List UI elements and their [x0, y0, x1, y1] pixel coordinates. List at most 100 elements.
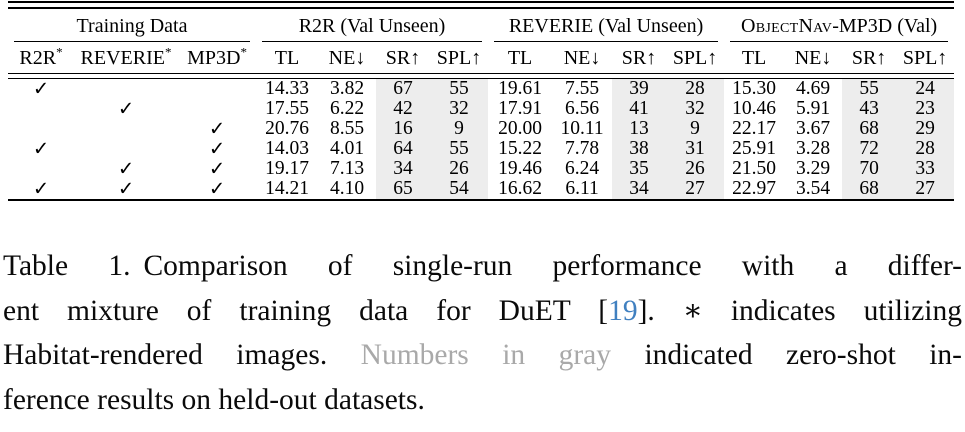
metric-value: 65 — [376, 179, 431, 200]
metric-value: 19.17 — [265, 159, 309, 179]
col-header-metric: NE↓ — [784, 42, 843, 74]
header-double-rule — [8, 73, 955, 79]
metric-value: 41 — [612, 99, 667, 119]
empty-cell-r2r — [8, 99, 74, 119]
metric-value: 17.55 — [265, 99, 309, 119]
metric-value: 16.62 — [498, 179, 542, 199]
checkmark-icon-mp3d: ✓ — [208, 179, 226, 200]
metric-value: 3.82 — [329, 78, 365, 99]
metric-value: 68 — [842, 119, 897, 139]
header-double-rule-line — [8, 73, 955, 79]
metric-value: 15.30 — [732, 78, 776, 99]
table-body: ✓ 14.33 3.82 67 55 19.61 7.55 39 28 15.30 4.69 55 24… — [8, 73, 955, 200]
group-header-objectnav: ObjectNav-MP3D (Val) — [724, 9, 954, 42]
table-row: ✓ ✓ 19.17 7.13 34 26 19.46 6.24 35 26 21.50 3.29 70 3… — [8, 159, 955, 179]
table-row: ✓ 20.76 8.55 16 9 20.00 10.11 13 9 22.17 3.67 68 29 — [8, 119, 955, 139]
metric-value: 20.00 — [498, 119, 542, 139]
metric-value: 6.56 — [564, 99, 600, 119]
col-header-metric: NE↓ — [552, 42, 613, 74]
metric-value: 6.11 — [565, 179, 599, 199]
metric-value: 15.22 — [498, 139, 542, 159]
results-table: Training Data R2R (Val Unseen) REVERIE (… — [8, 9, 955, 201]
metric-value: 24 — [896, 78, 955, 99]
metric-value: 34 — [376, 159, 431, 179]
metric-value: 20.76 — [265, 119, 309, 139]
metric-value: 21.50 — [732, 159, 776, 179]
results-table-container: Training Data R2R (Val Unseen) REVERIE (… — [8, 1, 955, 201]
metric-value: 28 — [896, 139, 955, 159]
metric-value: 10.46 — [732, 99, 776, 119]
metric-value: 55 — [430, 139, 489, 159]
metric-value: 14.33 — [265, 78, 309, 99]
empty-cell-mp3d — [178, 99, 256, 119]
caption-text: ference results on held-out datasets. — [3, 383, 425, 416]
caption-text: ent mixture of training data for DuET [ — [3, 294, 609, 327]
caption-text: indicated zero-shot in- — [611, 339, 962, 371]
group-header-training-data: Training Data — [8, 9, 256, 42]
col-header-metric: TL — [488, 42, 553, 74]
metric-value: 6.24 — [564, 159, 600, 179]
empty-cell-mp3d — [178, 79, 256, 100]
metric-value: 39 — [612, 78, 667, 99]
metric-value: 43 — [842, 99, 897, 119]
metric-value: 26 — [666, 159, 725, 179]
col-header-metric: TL — [724, 42, 785, 74]
caption-line: Table 1. Comparison of single-run perform… — [3, 244, 962, 289]
metric-value: 25.91 — [732, 139, 776, 159]
metric-value: 3.28 — [796, 139, 831, 159]
table-row: ✓ ✓ 14.03 4.01 64 55 15.22 7.78 38 31 25.91 3.28 72 2… — [8, 139, 955, 159]
col-header-metric: SPL↑ — [666, 42, 725, 74]
col-header-metric: SR↑ — [612, 42, 667, 74]
checkmark-icon-mp3d: ✓ — [208, 119, 226, 139]
group-label: REVERIE (Val Unseen) — [508, 15, 704, 37]
metric-value: 3.54 — [796, 179, 831, 199]
empty-cell-reverie — [74, 139, 178, 159]
checkmark-icon-mp3d: ✓ — [208, 139, 226, 159]
empty-cell-reverie — [74, 119, 178, 139]
col-header-metric: SPL↑ — [896, 42, 955, 74]
caption-table-label: Table 1. — [3, 250, 131, 282]
metric-value: 19.61 — [498, 78, 542, 99]
col-header-metric: SR↑ — [376, 42, 431, 74]
empty-cell-r2r — [8, 119, 74, 139]
metric-value: 32 — [666, 99, 725, 119]
metric-value: 22.97 — [732, 179, 776, 199]
citation-link[interactable]: 19 — [608, 294, 638, 327]
metric-value: 27 — [666, 179, 725, 200]
checkmark-icon-mp3d: ✓ — [208, 159, 226, 179]
checkmark-icon-reverie: ✓ — [117, 99, 135, 119]
table-row: ✓ 17.55 6.22 42 32 17.91 6.56 41 32 10.46 5.91 43 23 — [8, 99, 955, 119]
column-header-row: R2R* REVERIE* MP3D* TL NE↓ SR↑ SPL↑ TL NE↓ SR↑ SPL… — [8, 42, 955, 74]
metric-value: 14.21 — [265, 179, 309, 199]
col-header-mp3d: MP3D* — [178, 42, 257, 74]
caption-gray-text: Numbers in gray — [360, 339, 612, 371]
caption-line: ent mixture of training data for DuET [1… — [3, 289, 962, 334]
metric-value: 72 — [842, 139, 897, 159]
checkmark-icon-r2r: ✓ — [32, 78, 50, 99]
metric-value: 68 — [842, 179, 897, 200]
group-label: -MP3D (Val) — [832, 15, 938, 37]
group-label-smallcaps: ObjectNav — [740, 15, 833, 37]
metric-value: 7.78 — [564, 139, 600, 159]
metric-value: 10.11 — [560, 119, 604, 139]
caption-text: Comparison of single-run performance wit… — [143, 250, 963, 282]
group-label: R2R (Val Unseen) — [298, 15, 446, 37]
checkmark-icon-reverie: ✓ — [117, 159, 135, 179]
col-header-r2r: R2R* — [8, 42, 74, 74]
metric-value: 35 — [612, 159, 667, 179]
metric-value: 42 — [376, 99, 431, 119]
metric-value: 27 — [896, 179, 955, 200]
metric-value: 32 — [430, 99, 489, 119]
metric-value: 28 — [666, 78, 725, 99]
metric-value: 6.22 — [329, 99, 365, 119]
metric-value: 16 — [376, 119, 431, 139]
caption-text: Habitat-rendered images. — [3, 339, 361, 371]
metric-value: 38 — [612, 139, 667, 159]
caption: Table 1. Comparison of single-run perform… — [0, 244, 965, 422]
metric-value: 3.67 — [796, 119, 831, 139]
metric-value: 19.46 — [498, 159, 542, 179]
table-top-double-rule — [8, 1, 954, 9]
metric-value: 4.69 — [796, 78, 831, 99]
metric-value: 4.10 — [329, 179, 365, 199]
